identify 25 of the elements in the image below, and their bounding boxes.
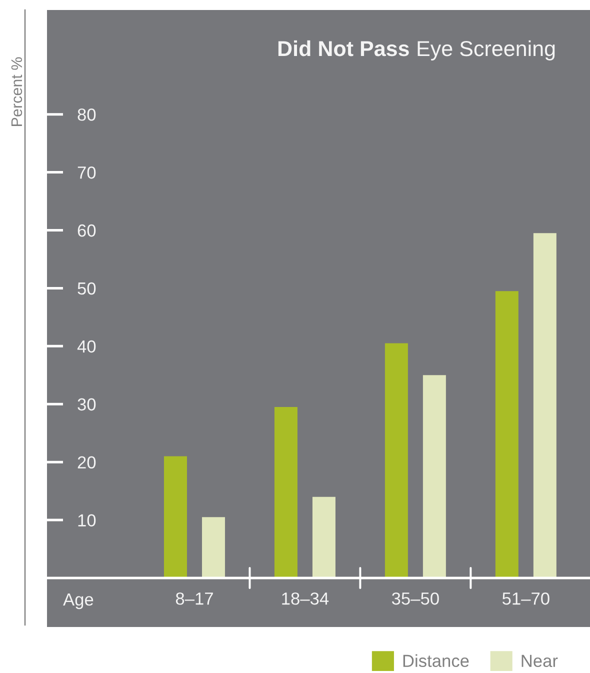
y-tick-label: 10 — [78, 514, 96, 526]
bar — [202, 517, 225, 578]
x-tick-label: 51–70 — [502, 592, 550, 605]
y-tick-label: 80 — [78, 108, 96, 121]
y-tick-label: 40 — [77, 340, 96, 353]
bar — [495, 291, 518, 578]
y-tick-label: 20 — [78, 456, 96, 469]
bar — [312, 496, 336, 578]
y-tick-label: 70 — [78, 166, 96, 179]
y-axis-title: Percent % — [11, 57, 22, 126]
x-tick-label: 8–17 — [176, 592, 213, 605]
bar — [384, 343, 408, 578]
y-tick-label: 60 — [78, 224, 96, 237]
y-tick-label: 30 — [78, 398, 96, 411]
bar — [533, 233, 556, 578]
x-axis-title: Age — [63, 594, 94, 610]
x-tick-label: 18–34 — [282, 592, 329, 605]
legend-label: Distance — [403, 654, 469, 668]
bar — [422, 375, 446, 578]
y-tick-label: 50 — [78, 282, 96, 295]
bar — [164, 456, 187, 578]
legend-label: Near — [522, 654, 558, 668]
bar — [274, 407, 298, 578]
text: Did Not Pass Eye Screening — [278, 40, 555, 60]
x-tick-label: 35–50 — [392, 592, 439, 605]
